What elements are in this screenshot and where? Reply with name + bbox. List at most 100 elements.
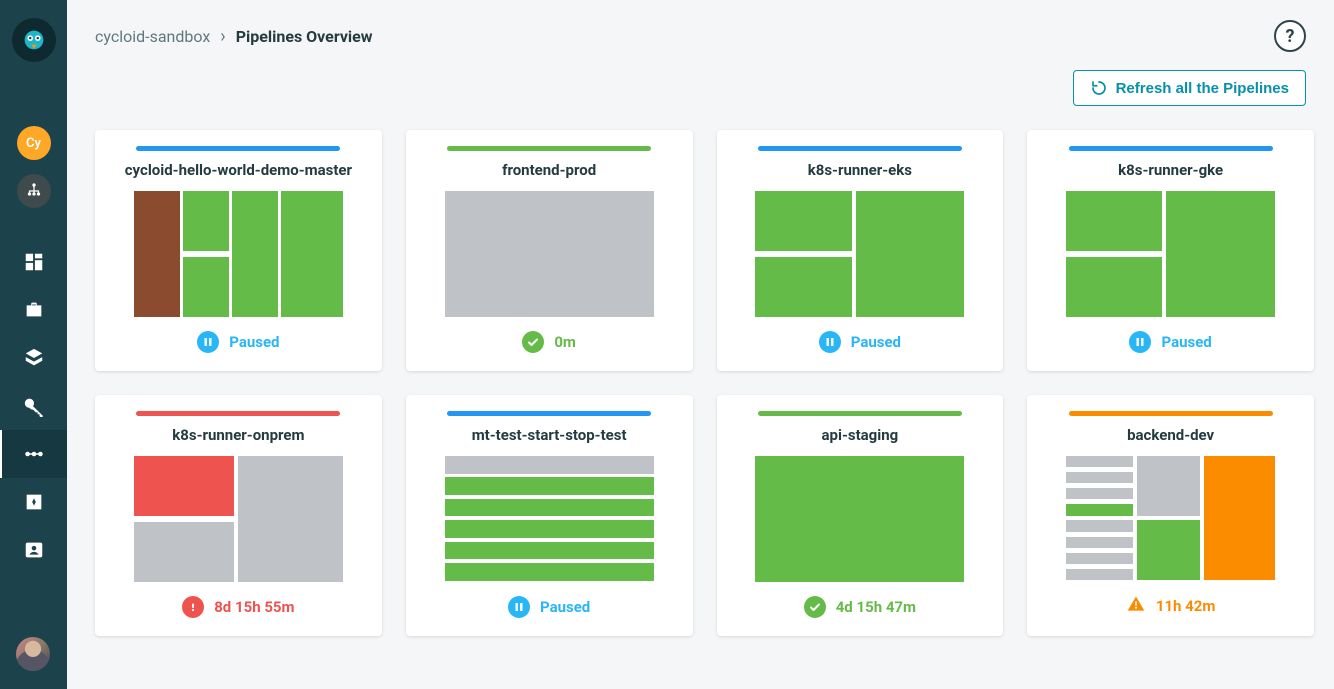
pipeline-title: k8s-runner-onprem xyxy=(111,426,366,444)
pipeline-viz xyxy=(134,191,343,317)
status-text: Paused xyxy=(540,598,590,616)
viz-block xyxy=(445,191,654,317)
status-text: 0m xyxy=(554,333,576,351)
pipeline-status: 4d 15h 47m xyxy=(733,596,988,618)
viz-block xyxy=(1137,520,1200,580)
refresh-icon xyxy=(1090,79,1108,97)
check-icon xyxy=(804,596,826,618)
pipeline-card[interactable]: cycloid-hello-world-demo-master Paused xyxy=(95,130,382,371)
pipeline-card[interactable]: mt-test-start-stop-test Paused xyxy=(406,395,693,636)
viz-block xyxy=(755,191,851,251)
viz-row xyxy=(445,563,654,581)
chevron-right-icon: › xyxy=(220,26,225,47)
pipeline-viz xyxy=(755,191,964,317)
viz-block xyxy=(1066,504,1133,515)
pipeline-status: Paused xyxy=(422,596,677,618)
pause-icon xyxy=(819,331,841,353)
viz-block xyxy=(755,456,964,582)
card-status-bar xyxy=(447,411,651,416)
pipeline-title: api-staging xyxy=(733,426,988,444)
nav-credentials-icon[interactable] xyxy=(0,382,67,430)
pipeline-status: 11h 42m xyxy=(1043,594,1298,618)
pipeline-title: k8s-runner-eks xyxy=(733,161,988,179)
status-text: 11h 42m xyxy=(1156,597,1216,615)
pause-icon xyxy=(1129,331,1151,353)
pipeline-card[interactable]: backend-dev 11h 42m xyxy=(1027,395,1314,636)
viz-block xyxy=(856,191,965,317)
card-status-bar xyxy=(758,411,962,416)
help-button[interactable]: ? xyxy=(1274,20,1306,52)
status-text: 4d 15h 47m xyxy=(836,598,916,616)
pipelines-grid: cycloid-hello-world-demo-master Paused f… xyxy=(67,106,1334,636)
refresh-label: Refresh all the Pipelines xyxy=(1116,80,1289,97)
viz-block xyxy=(1137,456,1200,516)
viz-row xyxy=(445,499,654,517)
pipeline-title: frontend-prod xyxy=(422,161,677,179)
viz-block xyxy=(1066,488,1133,499)
status-text: Paused xyxy=(229,333,279,351)
card-status-bar xyxy=(136,411,340,416)
pipeline-card[interactable]: api-staging 4d 15h 47m xyxy=(717,395,1004,636)
viz-block xyxy=(1066,553,1133,564)
viz-block xyxy=(1066,520,1133,531)
pipeline-card[interactable]: k8s-runner-onprem 8d 15h 55m xyxy=(95,395,382,636)
pipeline-status: Paused xyxy=(733,331,988,353)
viz-row xyxy=(445,456,654,474)
sidebar: Cy xyxy=(0,0,67,689)
breadcrumb-current: Pipelines Overview xyxy=(236,27,373,46)
pause-icon xyxy=(197,331,219,353)
viz-block xyxy=(755,257,851,317)
pipeline-viz xyxy=(445,191,654,317)
org-badge[interactable]: Cy xyxy=(17,126,51,160)
nav-stacks-icon[interactable] xyxy=(0,334,67,382)
pipeline-title: cycloid-hello-world-demo-master xyxy=(111,161,366,179)
viz-block xyxy=(238,456,342,582)
pipeline-viz xyxy=(445,456,654,582)
nav-pipelines-icon[interactable] xyxy=(0,430,67,478)
nav-catalog-icon[interactable] xyxy=(0,478,67,526)
pipeline-title: k8s-runner-gke xyxy=(1043,161,1298,179)
logo-icon[interactable] xyxy=(12,18,56,62)
viz-block xyxy=(1066,456,1133,467)
error-icon xyxy=(182,596,204,618)
breadcrumb-parent[interactable]: cycloid-sandbox xyxy=(95,27,210,46)
status-text: 8d 15h 55m xyxy=(214,598,294,616)
viz-block xyxy=(1066,569,1133,580)
project-icon[interactable] xyxy=(17,174,51,208)
pipeline-status: 0m xyxy=(422,331,677,353)
viz-block xyxy=(183,191,229,251)
pipeline-card[interactable]: k8s-runner-gke Paused xyxy=(1027,130,1314,371)
nav-members-icon[interactable] xyxy=(0,526,67,574)
viz-block xyxy=(1066,191,1162,251)
viz-block xyxy=(134,191,180,317)
pipeline-card[interactable]: k8s-runner-eks Paused xyxy=(717,130,1004,371)
pipeline-viz xyxy=(1066,191,1275,317)
viz-block xyxy=(1166,191,1275,317)
user-avatar[interactable] xyxy=(16,637,50,671)
warning-icon xyxy=(1126,594,1146,618)
pipeline-status: 8d 15h 55m xyxy=(111,596,366,618)
pause-icon xyxy=(508,596,530,618)
viz-row xyxy=(445,520,654,538)
card-status-bar xyxy=(1069,411,1273,416)
viz-block xyxy=(134,456,234,516)
viz-row xyxy=(445,542,654,560)
nav-dashboard-icon[interactable] xyxy=(0,238,67,286)
status-text: Paused xyxy=(851,333,901,351)
pipeline-status: Paused xyxy=(1043,331,1298,353)
viz-block xyxy=(232,191,278,317)
viz-block xyxy=(1066,257,1162,317)
viz-row xyxy=(445,477,654,495)
card-status-bar xyxy=(1069,146,1273,151)
pipeline-title: mt-test-start-stop-test xyxy=(422,426,677,444)
viz-block xyxy=(1204,456,1275,580)
viz-block xyxy=(183,257,229,317)
viz-block xyxy=(281,191,343,317)
nav-briefcase-icon[interactable] xyxy=(0,286,67,334)
viz-block xyxy=(1066,472,1133,483)
card-status-bar xyxy=(136,146,340,151)
pipeline-card[interactable]: frontend-prod 0m xyxy=(406,130,693,371)
pipeline-status: Paused xyxy=(111,331,366,353)
status-text: Paused xyxy=(1161,333,1211,351)
refresh-all-button[interactable]: Refresh all the Pipelines xyxy=(1073,70,1306,106)
